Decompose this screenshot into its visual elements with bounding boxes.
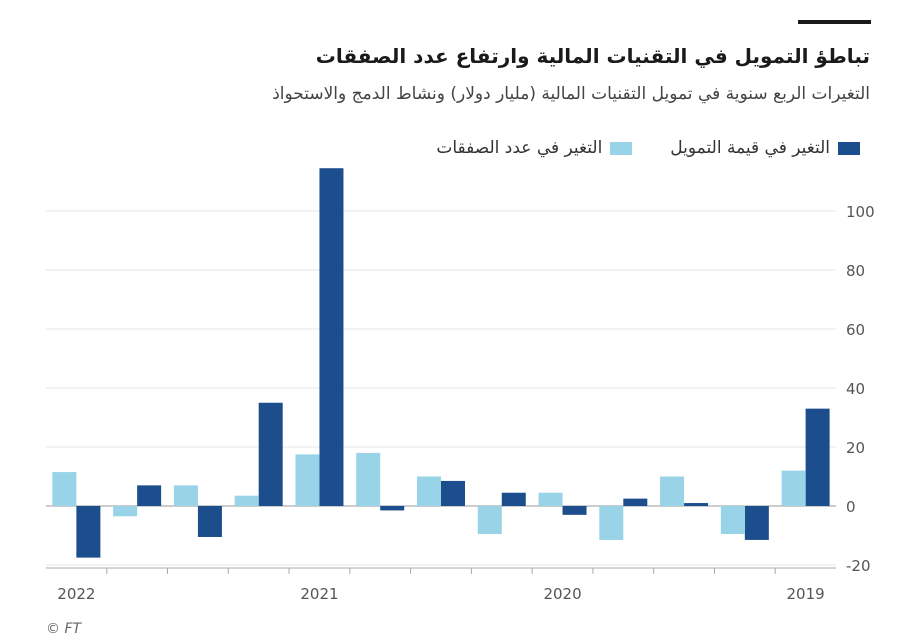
funding-bar: [744, 506, 769, 540]
deals-bar: [720, 506, 745, 535]
y-tick-label: 60: [846, 321, 865, 339]
funding-bar: [805, 408, 830, 506]
x-tick-label: 2022: [57, 585, 95, 603]
legend-label-funding: التغير في قيمة التمويل: [670, 138, 830, 158]
x-tick-label: 2020: [543, 585, 581, 603]
y-tick-label: 0: [846, 498, 856, 516]
source-credit: © FT: [46, 621, 82, 637]
funding-bar: [441, 480, 465, 506]
deals-bar: [538, 492, 563, 506]
deals-bar: [660, 476, 685, 506]
funding-bar: [258, 402, 283, 506]
chart-legend: التغير في قيمة التمويل التغير في عدد الص…: [398, 138, 860, 158]
x-tick-label: 2019: [787, 585, 825, 603]
legend-item-funding: التغير في قيمة التمويل: [670, 138, 860, 158]
y-tick-label: 20: [846, 439, 865, 457]
y-tick-label: 80: [846, 262, 865, 280]
deals-bar: [295, 454, 320, 506]
legend-item-deals: التغير في عدد الصفقات: [436, 138, 633, 158]
chart-subtitle: التغيرات الربع سنوية في تمويل التقنيات ا…: [272, 84, 870, 104]
funding-bar: [319, 168, 344, 506]
funding-bar: [380, 506, 405, 511]
deals-bar: [599, 506, 624, 540]
funding-bar: [562, 506, 587, 515]
legend-swatch-deals: [610, 141, 633, 155]
y-tick-label: 40: [846, 380, 865, 398]
deals-bar: [173, 485, 198, 506]
chart-title: تباطؤ التمويل في التقنيات المالية وارتفا…: [315, 44, 870, 68]
deals-bar: [781, 470, 806, 506]
x-tick-label: 2021: [300, 585, 338, 603]
deals-bar: [52, 472, 77, 506]
deals-bar: [417, 476, 441, 506]
legend-swatch-funding: [838, 141, 860, 155]
header-rule: [798, 20, 871, 24]
deals-bar: [113, 506, 138, 517]
y-tick-label: 100: [846, 203, 875, 221]
funding-bar: [623, 498, 648, 506]
funding-bar: [76, 506, 101, 558]
funding-bar: [197, 506, 222, 537]
funding-bar: [501, 492, 526, 506]
y-tick-label: -20: [846, 557, 871, 575]
deals-bar: [234, 495, 259, 506]
deals-bar: [356, 452, 381, 506]
deals-bar: [477, 506, 502, 535]
funding-bar: [684, 503, 709, 506]
funding-bar: [137, 485, 162, 506]
legend-label-deals: التغير في عدد الصفقات: [436, 138, 603, 158]
